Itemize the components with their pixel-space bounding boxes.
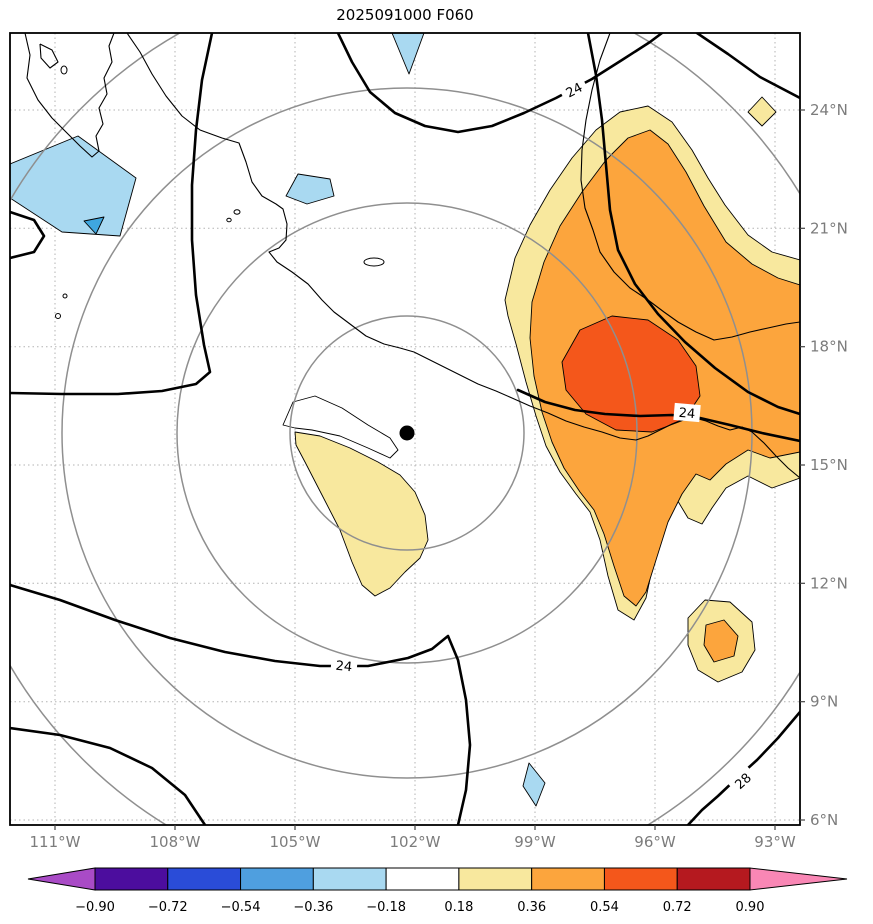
axis-ticks-and-labels: 111°W 108°W 105°W 102°W 99°W 96°W 93°W 24°N 21°N… — [30, 101, 848, 851]
colorbar-tick-label: 0.18 — [444, 900, 473, 915]
isla-san-benedicto — [62, 293, 68, 299]
contour-label-bg — [673, 402, 701, 423]
range-rings — [10, 33, 800, 825]
filled-region-neg-patch-sinaloa — [285, 173, 335, 205]
contour-bottom-left — [10, 726, 207, 825]
contour-left-edge-arc — [10, 210, 46, 260]
y-tick-label: 18°N — [810, 338, 848, 356]
filled-region-neg-band-baja — [10, 135, 137, 237]
colorbar-segment — [94, 867, 169, 891]
y-tick-label: 24°N — [810, 101, 848, 119]
colorbar-tick-label: 0.36 — [517, 900, 546, 915]
colorbar-tick-label: −0.90 — [75, 900, 115, 915]
x-tick-label: 108°W — [150, 833, 201, 851]
y-tick-label: 12°N — [810, 574, 848, 592]
filled-region-zero-contour-lobe — [282, 395, 399, 459]
colorbar-tick-label: 0.54 — [590, 900, 619, 915]
contour-labels: 24 24 24 28 — [330, 75, 759, 796]
contour-gulf-descending — [586, 33, 800, 416]
coast-gulf-of-mexico — [580, 33, 800, 341]
colorbar-tick-label: −0.72 — [148, 900, 188, 915]
filled-region-pos-main-level3-core — [561, 315, 701, 433]
x-tick-label: 105°W — [270, 833, 321, 851]
colorbar-tick-label: −0.18 — [366, 900, 406, 915]
x-tick-label: 93°W — [754, 833, 796, 851]
colorbar-tick-label: −0.36 — [293, 900, 333, 915]
contour-label-group: 28 — [727, 765, 759, 796]
contour-label-bg — [558, 75, 590, 104]
contour-left-trough — [10, 33, 214, 396]
contour-24-mid-east — [516, 388, 800, 443]
y-tick-label: 6°N — [810, 811, 838, 829]
range-ring — [289, 315, 525, 551]
filled-region-neg-patch-top-edge — [391, 33, 425, 75]
filled-region-pos-topright-diamond — [747, 96, 777, 127]
colorbar-tick-label: −0.54 — [221, 900, 261, 915]
colorbar-segment — [385, 867, 460, 891]
islas-marias-2 — [226, 217, 232, 223]
colorbar-segment — [240, 867, 314, 891]
colorbar-over-arrow — [749, 867, 848, 891]
contour-label-group: 24 — [558, 75, 590, 104]
contour-label-bg — [727, 765, 759, 796]
thick-contour-lines — [10, 33, 800, 825]
contour-label-bg — [330, 655, 358, 676]
x-tick-label: 102°W — [390, 833, 441, 851]
contour-label-text: 24 — [335, 659, 353, 676]
colorbar-segment — [676, 867, 751, 891]
storm-center-dot — [399, 425, 415, 441]
x-tick-label: 111°W — [30, 833, 81, 851]
contour-label-group: 24 — [673, 402, 701, 423]
y-tick-label: 21°N — [810, 219, 848, 237]
contour-24-top — [336, 33, 664, 134]
plot-title: 2025091000 F060 — [336, 6, 473, 24]
map-frame — [9, 32, 801, 826]
islas-marias-1 — [233, 209, 241, 215]
range-ring — [61, 87, 753, 779]
contour-top-right-corner — [695, 33, 800, 100]
contour-24-bottom — [10, 583, 472, 825]
colorbar-under-arrow — [27, 867, 96, 891]
filled-region-neg-patch-south — [522, 762, 546, 807]
filled-region-neg-spot-baja-core — [83, 216, 105, 235]
lake-chapala — [363, 257, 385, 267]
y-tick-label: 9°N — [810, 693, 838, 711]
coast-baja-bay — [39, 43, 59, 69]
colorbar-segment — [167, 867, 242, 891]
contour-label-text: 24 — [564, 80, 586, 101]
colorbar-tick-label: 0.90 — [736, 900, 765, 915]
x-tick-label: 99°W — [514, 833, 556, 851]
colorbar-segment — [603, 867, 678, 891]
filled-region-pos-southeast-level2 — [703, 619, 739, 663]
contour-label-group: 24 — [330, 655, 358, 676]
coast-baja-california — [24, 33, 115, 158]
colorbar-tick-label: 0.72 — [663, 900, 692, 915]
isla-socorro — [55, 313, 61, 319]
contour-label-text: 24 — [678, 406, 696, 422]
filled-region-pos-center-level1 — [294, 431, 429, 597]
y-tick-label: 15°N — [810, 456, 848, 474]
colorbar-segment — [458, 867, 533, 891]
colorbar-segment — [531, 867, 605, 891]
baja-islet — [60, 65, 68, 75]
storm-center-marker — [399, 425, 415, 441]
colorbar-segment — [312, 867, 387, 891]
colorbar: −0.90 −0.72 −0.54 −0.36 −0.18 0.18 0.36 0.54 0.7… — [27, 867, 848, 915]
range-ring — [176, 202, 638, 664]
filled-contour-regions — [10, 33, 800, 807]
x-tick-label: 96°W — [634, 833, 676, 851]
